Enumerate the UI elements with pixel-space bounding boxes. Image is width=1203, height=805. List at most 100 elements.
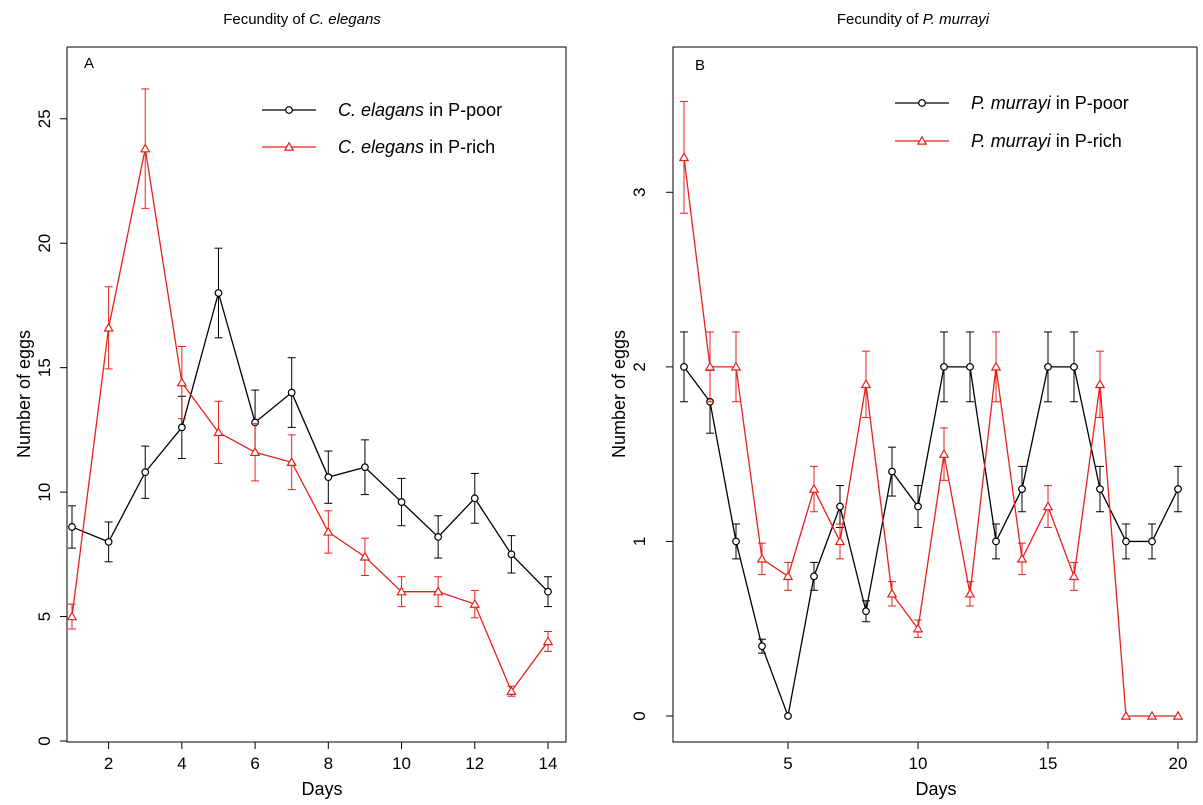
data-point: [784, 712, 792, 720]
data-point: [808, 483, 820, 493]
series-triangle: [678, 101, 1184, 720]
x-axis-label: Days: [301, 779, 342, 799]
axis-ticks: 2 4 6 8 10 12 14 0 5 10 15 20 25: [35, 109, 557, 773]
data-point: [213, 426, 224, 437]
data-point: [139, 143, 151, 153]
data-point: [542, 636, 554, 646]
data-point: [1018, 485, 1026, 493]
legend-marker: [285, 106, 293, 114]
legend: C. elagans in P-poor C. elegans in P-rich: [262, 100, 502, 157]
data-point: [359, 551, 371, 561]
x-tick-label: 10: [392, 754, 411, 773]
y-tick-label: 0: [35, 736, 54, 745]
data-point: [104, 537, 113, 546]
legend-label: C. elegans in P-rich: [338, 137, 495, 157]
x-tick-label: 5: [783, 754, 792, 773]
data-point: [886, 588, 898, 598]
y-tick-label: 20: [35, 234, 54, 253]
x-tick-label: 4: [177, 754, 186, 773]
data-point: [176, 377, 188, 387]
data-point: [470, 494, 479, 503]
data-point: [1172, 710, 1184, 720]
data-point: [432, 586, 444, 596]
data-point: [1148, 537, 1156, 546]
data-point: [914, 502, 922, 511]
series-circle: [680, 331, 1182, 720]
data-point: [756, 553, 768, 563]
data-point: [1146, 710, 1158, 720]
x-tick-label: 20: [1169, 754, 1188, 773]
x-tick-label: 10: [909, 754, 928, 773]
data-point: [249, 446, 261, 457]
panel-label: B: [695, 57, 705, 74]
data-point: [992, 537, 1000, 546]
data-point: [506, 685, 517, 695]
plot-frame: [66, 46, 567, 743]
x-tick-label: 2: [104, 754, 113, 773]
data-point: [860, 378, 872, 389]
y-tick-label: 3: [630, 188, 649, 197]
legend-entry: C. elegans in P-rich: [262, 137, 495, 157]
series-triangle: [66, 88, 554, 697]
legend-marker: [918, 99, 926, 107]
axis-ticks: 5 10 15 20 0 1 2 3: [630, 188, 1187, 773]
data-point: [1096, 485, 1104, 493]
data-point: [834, 536, 846, 546]
x-tick-label: 15: [1039, 754, 1058, 773]
data-point: [1068, 570, 1080, 581]
data-point: [758, 642, 766, 651]
y-tick-label: 2: [630, 362, 649, 371]
y-axis-label: Number of eggs: [609, 330, 629, 458]
data-point: [1016, 553, 1028, 563]
data-point: [888, 467, 896, 476]
series-circle: [68, 247, 552, 608]
data-point: [286, 456, 297, 466]
data-point: [544, 587, 552, 596]
data-point: [177, 423, 186, 432]
data-point: [434, 533, 443, 541]
legend-label: P. murrayi in P-rich: [971, 131, 1122, 151]
series-line: [71, 148, 549, 693]
y-tick-label: 5: [35, 612, 54, 621]
x-tick-label: 6: [250, 754, 259, 773]
data-point: [1044, 362, 1052, 371]
data-point: [732, 537, 740, 546]
data-point: [323, 526, 334, 536]
data-point: [1122, 537, 1130, 546]
chart-title: Fecundity of P. murrayi: [837, 11, 990, 28]
data-point: [704, 361, 716, 371]
data-point: [1042, 501, 1054, 511]
panel-label: A: [84, 55, 94, 72]
data-point: [678, 151, 690, 162]
data-point: [1094, 378, 1106, 389]
series-group: [678, 101, 1184, 720]
chart-panel-b: Fecundity of P. murrayi B Days Number of…: [609, 11, 1198, 799]
x-tick-label: 14: [539, 754, 558, 773]
data-point: [287, 388, 296, 397]
data-point: [938, 448, 950, 458]
data-point: [912, 623, 924, 633]
data-point: [782, 570, 794, 581]
data-point: [964, 588, 976, 598]
chart-title: Fecundity of C. elegans: [223, 11, 381, 28]
data-point: [361, 463, 369, 472]
data-point: [397, 498, 406, 506]
data-point: [103, 322, 114, 332]
data-point: [396, 586, 407, 596]
legend: P. murrayi in P-poor P. murrayi in P-rich: [895, 93, 1129, 151]
data-point: [836, 502, 844, 511]
data-point: [66, 611, 78, 621]
y-tick-label: 15: [35, 358, 54, 377]
legend-entry: P. murrayi in P-rich: [895, 131, 1122, 151]
data-point: [966, 362, 974, 371]
data-point: [1070, 362, 1078, 371]
series-line: [683, 366, 1179, 719]
legend-marker: [916, 135, 928, 145]
legend-entry: C. elagans in P-poor: [262, 100, 502, 120]
legend-label: C. elagans in P-poor: [338, 100, 502, 120]
y-tick-label: 1: [630, 537, 649, 546]
y-tick-label: 0: [630, 711, 649, 720]
data-point: [940, 362, 948, 371]
data-point: [990, 361, 1002, 371]
legend-label: P. murrayi in P-poor: [971, 93, 1129, 113]
